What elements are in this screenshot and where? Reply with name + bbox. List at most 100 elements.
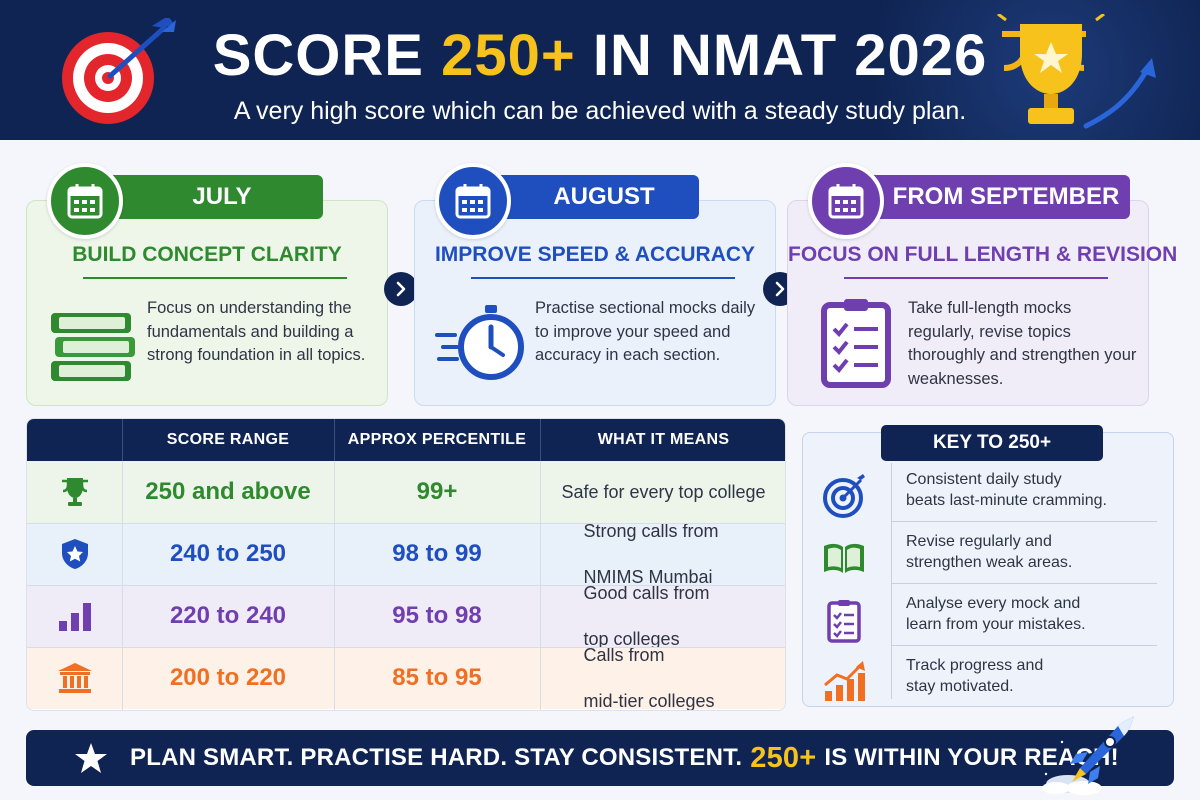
month-tag: AUGUST [489,175,699,219]
table-row: 200 to 220 85 to 95 Calls from mid-tier c… [27,644,785,711]
rocket-icon [1042,716,1134,795]
meaning: Strong calls from NMIMS Mumbai [540,520,785,587]
column-divider [540,461,541,710]
column-divider [122,461,123,710]
phase-card-september: FROM SEPTEMBER FOCUS ON FULL LENGTH & RE… [787,163,1178,406]
key-line: Analyse every mock and [906,595,1081,612]
next-arrow-button [384,272,418,306]
checklist-icon [821,299,891,388]
percentile: 95 to 98 [392,602,482,629]
month-tag: FROM SEPTEMBER [862,175,1130,219]
key-item: Revise regularly and strengthen weak area… [803,525,1175,587]
header-divider [122,419,123,461]
meaning-line: mid-tier colleges [583,690,715,711]
meaning: Safe for every top college [540,461,785,523]
score-range: 200 to 220 [169,664,287,691]
divider [844,277,1108,279]
calendar-icon [47,163,123,239]
key-text: Analyse every mock and learn from your mi… [906,593,1166,635]
table-row: 250 and above 99+ Safe for every top col… [27,461,785,523]
meaning: Calls from mid-tier colleges [540,644,785,711]
header-glow [840,0,1200,140]
meaning: Good calls from top colleges [540,582,785,649]
key-text: Revise regularly and strengthen weak area… [906,531,1166,573]
key-item: Analyse every mock and learn from your mi… [803,587,1175,649]
column-header-score-range: SCORE RANGE [166,431,290,448]
open-book-icon [824,543,864,573]
key-item: Track progress and stay motivated. [803,649,1175,711]
phase-description: Practise sectional mocks daily to improv… [535,299,756,364]
table-row: 220 to 240 95 to 98 Good calls from top c… [27,582,785,649]
trophy-icon [27,461,122,523]
bar-chart-icon [27,585,122,647]
calendar-icon [435,163,511,239]
header-divider [334,419,335,461]
growth-chart-icon [824,661,865,701]
header-banner: SCORE 250+ IN NMAT 2026 A very high scor… [0,0,1200,140]
title-highlight: 250+ [441,23,576,88]
divider [891,463,892,699]
phase-title: FOCUS ON FULL LENGTH & REVISION [788,243,1178,266]
divider [891,521,1157,522]
title-suffix: IN NMAT 2026 [575,23,988,88]
footer-banner: PLAN SMART. PRACTISE HARD. STAY CONSISTE… [26,730,1174,786]
table-header: SCORE RANGE APPROX PERCENTILE WHAT IT ME… [27,419,785,461]
score-range: 240 to 250 [169,540,287,567]
row-divider [27,647,785,648]
divider [83,277,347,279]
slogan-highlight: 250+ [750,741,817,774]
row-divider [27,585,785,586]
key-text: Track progress and stay motivated. [906,655,1166,697]
title-prefix: SCORE [212,23,442,88]
column-header-meaning: WHAT IT MEANS [597,431,730,448]
score-range: 220 to 240 [169,602,287,629]
month-tag: JULY [101,175,323,219]
slogan-text: IS WITHIN YOUR REACH! [824,744,1119,771]
target-arrow-icon [62,18,176,124]
target-icon [823,474,865,518]
percentile: 98 to 99 [392,540,482,567]
meaning-line: Good calls from [583,582,710,603]
key-text: Consistent daily study beats last-minute … [906,469,1166,511]
key-line: Consistent daily study [906,471,1062,488]
meaning-line: NMIMS Mumbai [583,566,713,587]
phase-title: IMPROVE SPEED & ACCURACY [434,243,756,266]
phase-description: Focus on understanding the fundamentals … [147,299,366,364]
key-line: strengthen weak areas. [906,554,1073,571]
meaning-line: Calls from [583,644,665,665]
key-line: stay motivated. [906,678,1014,695]
key-line: Track progress and [906,657,1044,674]
key-item: Consistent daily study beats last-minute … [803,463,1175,525]
page-title: SCORE 250+ IN NMAT 2026 [0,22,1200,89]
key-line: Revise regularly and [906,533,1052,550]
phase-card-july: JULY BUILD CONCEPT CLARITY Focus on unde… [26,163,388,406]
table-row: 240 to 250 98 to 99 Strong calls from NMI… [27,520,785,587]
key-panel: KEY TO 250+ Consistent daily study beats … [802,425,1175,707]
key-line: beats last-minute cramming. [906,492,1107,509]
calendar-icon [808,163,884,239]
key-line: learn from your mistakes. [906,616,1086,633]
divider [471,277,735,279]
phase-description: Take full-length mocks regularly, revise… [908,299,1137,388]
score-table: SCORE RANGE APPROX PERCENTILE WHAT IT ME… [26,418,786,711]
page-subtitle: A very high score which can be achieved … [233,97,967,125]
institution-icon [27,647,122,709]
key-title: KEY TO 250+ [881,425,1103,461]
phase-card-august: AUGUST IMPROVE SPEED & ACCURACY Practise… [414,163,776,406]
books-icon [51,313,135,381]
meaning-line: Safe for every top college [561,481,766,502]
meaning-line: top colleges [583,628,680,649]
shield-star-icon [27,523,122,585]
column-header-percentile: APPROX PERCENTILE [347,431,527,448]
chevron-right-icon [396,281,406,297]
phase-title: BUILD CONCEPT CLARITY [72,243,342,266]
score-range: 250 and above [145,478,311,505]
stopwatch-icon [435,305,524,380]
row-divider [27,523,785,524]
meaning-line: Strong calls from [583,520,719,541]
checklist-icon [827,600,861,643]
column-divider [334,461,335,710]
divider [891,645,1157,646]
slogan-text: PLAN SMART. PRACTISE HARD. STAY CONSISTE… [130,744,743,771]
percentile: 99+ [416,478,458,505]
